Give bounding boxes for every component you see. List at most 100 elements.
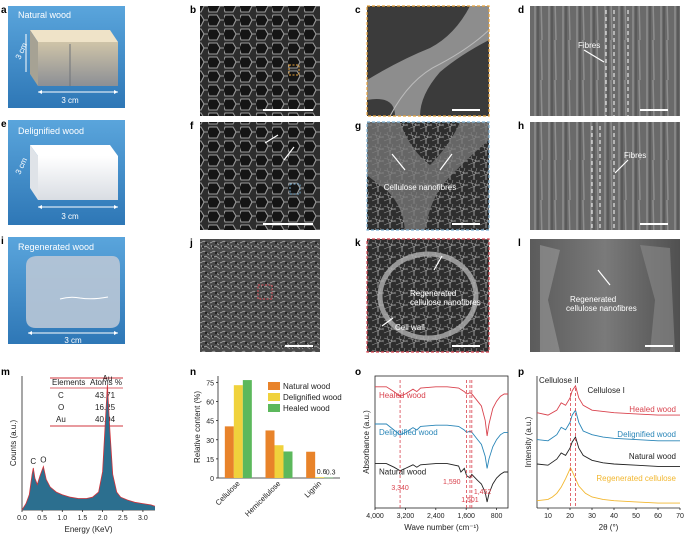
panel-letter-k: k <box>355 238 361 249</box>
bar <box>224 426 234 478</box>
panel-k: Regenerated cellulose nanofibres Cell wa… <box>355 238 490 353</box>
sem-image-d <box>530 6 680 116</box>
eds-col-elements: Elements <box>52 378 85 387</box>
panel-l: Regenerated cellulose nanofibres l <box>518 238 680 352</box>
panel-letter-g: g <box>355 121 361 132</box>
x-tick-label: 50 <box>632 513 640 520</box>
legend-swatch <box>268 382 280 390</box>
arrow-fibres-d <box>583 49 605 63</box>
y-axis-label: Absorbance (a.u.) <box>362 410 371 474</box>
y-tick-label: 45 <box>206 419 214 426</box>
sem-image-b <box>200 6 320 116</box>
y-tick-label: 60 <box>206 400 214 407</box>
label-nanofibres-k: cellulose nanofibres <box>410 298 481 307</box>
dimension-bottom-i: 3 cm <box>64 336 82 345</box>
panel-letter-m: m <box>1 367 10 378</box>
legend-label: Natural wood <box>283 382 330 391</box>
eds-row-el: C <box>58 391 64 400</box>
label-nanofibres-l: cellulose nanofibres <box>566 304 637 313</box>
plot-frame <box>374 375 509 509</box>
panel-b: b <box>190 5 320 116</box>
legend-label: Healed wood <box>283 404 330 413</box>
eds-row-val: 43.71 <box>95 391 116 400</box>
series-line <box>536 436 680 467</box>
label-fibres-d: Fibres <box>578 41 600 50</box>
eds-row-el: Au <box>56 415 66 424</box>
sem-image-j <box>200 239 320 352</box>
x-tick-label: 1.0 <box>57 515 67 522</box>
x-tick-label: 0.5 <box>37 515 47 522</box>
photo-title-e: Delignified wood <box>18 126 84 136</box>
panel-f: f <box>190 121 320 230</box>
y-tick-label: 30 <box>206 438 214 445</box>
series-label: Natural wood <box>629 452 676 461</box>
peak-label: C <box>30 457 36 466</box>
panel-letter-h: h <box>518 121 524 132</box>
y-tick-label: 75 <box>206 380 214 387</box>
cell-wall-junction <box>367 6 489 116</box>
x-tick-label: 30 <box>588 513 596 520</box>
x-tick-label: 20 <box>566 513 574 520</box>
sem-image-k <box>367 239 489 352</box>
x-tick-label: 2.0 <box>98 515 108 522</box>
x-tick-label: 60 <box>654 513 662 520</box>
photo-title-i: Regenerated wood <box>18 242 94 252</box>
series-label: Natural wood <box>379 468 426 477</box>
series-line <box>536 409 680 442</box>
panel-j: j <box>189 238 320 352</box>
marker-label: 1,501 <box>461 497 479 504</box>
x-tick-label: 4,000 <box>366 513 384 520</box>
x-tick-label: 40 <box>610 513 618 520</box>
series-label: Delignified wood <box>379 428 438 437</box>
sem-image-h <box>530 122 680 230</box>
dimension-bottom-a: 3 cm <box>61 96 79 105</box>
wood-block-front <box>38 42 118 86</box>
panel-h: Fibres h <box>518 121 680 230</box>
series-label: Delignified wood <box>617 430 676 439</box>
panel-d: Fibres d <box>518 5 680 116</box>
wood-block-top <box>30 30 118 42</box>
panel-c: c <box>355 5 490 117</box>
chart-m-eds: m Elements Atoms % C 43.71 O 16.25 Au 40… <box>1 367 156 534</box>
legend-label: Delignified wood <box>283 393 342 402</box>
x-axis-label: 2θ (°) <box>599 523 619 532</box>
panel-a: a Natural wood 3 cm 3 cm <box>1 5 125 108</box>
x-tick-label: 0.0 <box>17 515 27 522</box>
panel-letter-j: j <box>189 238 193 249</box>
bar <box>274 445 284 478</box>
panel-e: e Delignified wood 3 cm 3 cm <box>1 119 125 225</box>
category-label: Lignin <box>303 479 324 500</box>
eds-row-val: 16.25 <box>95 403 116 412</box>
peak-label: Au <box>103 374 113 383</box>
eds-table: Elements Atoms % C 43.71 O 16.25 Au 40.0… <box>50 377 123 427</box>
series-label: Healed wood <box>629 405 676 414</box>
legend-swatch <box>268 393 280 401</box>
category-label: Cellulose <box>214 479 242 507</box>
x-axis-label: Energy (KeV) <box>64 525 112 534</box>
y-axis-label: Counts (a.u.) <box>9 420 18 467</box>
peak-label: O <box>40 456 46 465</box>
y-axis-label: Relative content (%) <box>193 391 202 463</box>
eds-spectrum-line <box>21 384 156 511</box>
bar <box>242 380 252 478</box>
y-tick-label: 0 <box>210 476 214 483</box>
panel-letter-f: f <box>190 121 194 132</box>
x-tick-label: 2.5 <box>118 515 128 522</box>
marker-label: 3,340 <box>391 485 409 492</box>
annotation-label: Cellulose II <box>539 376 579 385</box>
series-line <box>536 384 680 416</box>
x-tick-label: 3.0 <box>138 515 148 522</box>
series-label: Healed wood <box>379 391 426 400</box>
panel-letter-o: o <box>355 367 361 378</box>
y-tick-label: 15 <box>206 457 214 464</box>
panel-letter-d: d <box>518 5 524 16</box>
label-regenerated-l: Regenerated <box>570 295 616 304</box>
x-tick-label: 1,600 <box>457 513 475 520</box>
bar <box>283 451 293 478</box>
label-regenerated-k: Regenerated <box>410 289 456 298</box>
eds-row-el: O <box>58 403 64 412</box>
marker-label: 1,590 <box>443 479 461 486</box>
chart-p-xrd: p Healed wood Delignified wood Natural woo… <box>518 367 684 532</box>
x-tick-label: 3,200 <box>397 513 415 520</box>
bar <box>315 477 325 478</box>
